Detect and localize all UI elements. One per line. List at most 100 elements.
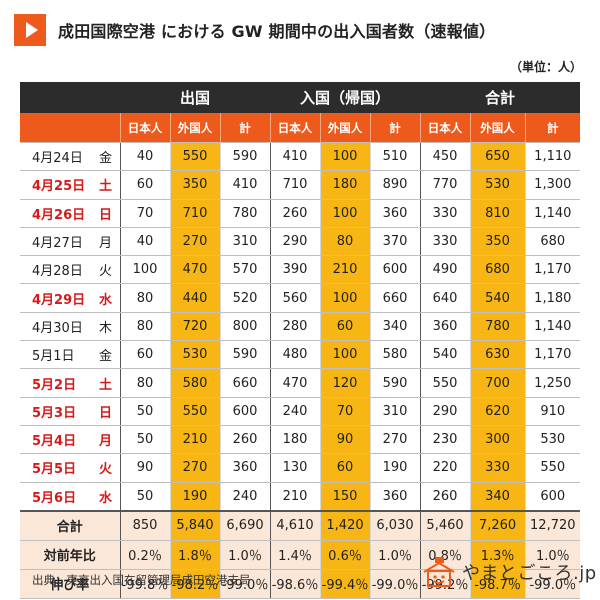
summary-value-cell: 5,460 bbox=[419, 509, 471, 541]
value-cell: 470 bbox=[169, 255, 220, 285]
value-cell: 910 bbox=[524, 397, 581, 426]
value-cell: 300 bbox=[469, 425, 526, 455]
value-cell: 330 bbox=[419, 199, 471, 228]
summary-value-cell: 0.6％ bbox=[319, 540, 371, 570]
value-cell: 90 bbox=[119, 453, 170, 483]
value-cell: 100 bbox=[319, 199, 371, 228]
value-cell: 340 bbox=[469, 482, 526, 512]
value-cell: 540 bbox=[419, 340, 471, 370]
summary-value-cell: 5,840 bbox=[169, 509, 220, 541]
value-cell: 70 bbox=[319, 397, 371, 426]
weekday-cell: 月 bbox=[95, 227, 120, 257]
value-cell: 80 bbox=[119, 283, 170, 313]
value-cell: 370 bbox=[369, 227, 421, 257]
value-cell: 90 bbox=[319, 425, 371, 455]
unit-label: （単位：人） bbox=[509, 60, 582, 74]
value-cell: 530 bbox=[469, 170, 526, 200]
value-cell: 180 bbox=[319, 170, 371, 200]
value-cell: 350 bbox=[169, 170, 220, 200]
value-cell: 530 bbox=[169, 340, 220, 370]
title-row: 成田国際空港 における GW 期間中の出入国者数（速報値） bbox=[14, 14, 495, 46]
sub-header-japanese: 日本人 bbox=[119, 113, 170, 143]
value-cell: 60 bbox=[119, 170, 170, 200]
table-row: 5月2日土 80 580 660 470 120 590 550 700 1,250 bbox=[20, 368, 581, 398]
value-cell: 550 bbox=[524, 453, 581, 483]
summary-value-cell: 1.0％ bbox=[369, 540, 421, 570]
date-cell: 5月6日 bbox=[20, 482, 95, 512]
value-cell: 390 bbox=[269, 255, 321, 285]
value-cell: 710 bbox=[269, 170, 321, 200]
value-cell: 360 bbox=[419, 312, 471, 342]
value-cell: 520 bbox=[219, 283, 271, 313]
value-cell: 470 bbox=[269, 368, 321, 398]
value-cell: 240 bbox=[219, 482, 271, 512]
summary-value-cell: 0.2％ bbox=[119, 540, 170, 570]
summary-value-cell: 1.0％ bbox=[524, 540, 581, 570]
table-row: 4月29日水 80 440 520 560 100 660 640 540 1,180 bbox=[20, 283, 581, 313]
summary-value-cell: -99.4％ bbox=[319, 569, 371, 599]
date-cell: 5月2日 bbox=[20, 368, 95, 398]
value-cell: 780 bbox=[469, 312, 526, 342]
weekday-cell: 水 bbox=[95, 482, 120, 512]
value-cell: 590 bbox=[219, 340, 271, 370]
group-header-row: 出国 入国（帰国） 合計 bbox=[20, 82, 581, 113]
date-cell: 4月24日 bbox=[20, 141, 95, 172]
value-cell: 130 bbox=[269, 453, 321, 483]
value-cell: 890 bbox=[369, 170, 421, 200]
value-cell: 290 bbox=[269, 227, 321, 257]
value-cell: 240 bbox=[269, 397, 321, 426]
value-cell: 40 bbox=[119, 227, 170, 257]
weekday-cell: 日 bbox=[95, 199, 120, 228]
summary-value-cell: -98.2％ bbox=[169, 569, 220, 599]
date-cell: 4月26日 bbox=[20, 199, 95, 228]
value-cell: 330 bbox=[419, 227, 471, 257]
value-cell: 620 bbox=[469, 397, 526, 426]
value-cell: 540 bbox=[469, 283, 526, 313]
group-header-arrivals: 入国（帰国） bbox=[270, 82, 421, 113]
table-row: 5月6日水 50 190 240 210 150 360 260 340 600 bbox=[20, 482, 581, 512]
logo-mark-icon bbox=[423, 557, 455, 587]
summary-value-cell: 1.8％ bbox=[169, 540, 220, 570]
date-cell: 5月5日 bbox=[20, 453, 95, 483]
source-note: 出典：東京出入国在留管理局成田空港支局 bbox=[32, 573, 251, 587]
summary-value-cell: 7,260 bbox=[469, 509, 526, 541]
value-cell: 100 bbox=[119, 255, 170, 285]
summary-row: 伸び率 -99.8％ -98.2％ -99.0％ -98.6％ -99.4％ -99.0％ -… bbox=[20, 569, 581, 599]
table-row: 5月5日火 90 270 360 130 60 190 220 330 550 bbox=[20, 453, 581, 483]
summary-value-cell: -98.7％ bbox=[469, 569, 526, 599]
value-cell: 480 bbox=[269, 340, 321, 370]
summary-value-cell: 6,690 bbox=[219, 509, 271, 541]
value-cell: 1,140 bbox=[524, 199, 581, 228]
value-cell: 260 bbox=[219, 425, 271, 455]
date-cell: 5月4日 bbox=[20, 425, 95, 455]
value-cell: 100 bbox=[319, 283, 371, 313]
summary-value-cell: 1.3％ bbox=[469, 540, 526, 570]
value-cell: 1,250 bbox=[524, 368, 581, 398]
value-cell: 600 bbox=[524, 482, 581, 512]
value-cell: 220 bbox=[419, 453, 471, 483]
value-cell: 310 bbox=[369, 397, 421, 426]
weekday-cell: 日 bbox=[95, 397, 120, 426]
value-cell: 530 bbox=[524, 425, 581, 455]
value-cell: 80 bbox=[119, 368, 170, 398]
summary-value-cell: 12,720 bbox=[524, 509, 581, 541]
value-cell: 550 bbox=[169, 141, 220, 172]
value-cell: 50 bbox=[119, 397, 170, 426]
value-cell: 630 bbox=[469, 340, 526, 370]
value-cell: 700 bbox=[469, 368, 526, 398]
weekday-cell: 水 bbox=[95, 283, 120, 313]
summary-value-cell: 0.8％ bbox=[419, 540, 471, 570]
date-cell: 4月27日 bbox=[20, 227, 95, 257]
value-cell: 710 bbox=[169, 199, 220, 228]
value-cell: 800 bbox=[219, 312, 271, 342]
value-cell: 660 bbox=[219, 368, 271, 398]
summary-value-cell: 850 bbox=[119, 509, 170, 541]
value-cell: 360 bbox=[219, 453, 271, 483]
value-cell: 1,180 bbox=[524, 283, 581, 313]
value-cell: 340 bbox=[369, 312, 421, 342]
value-cell: 600 bbox=[219, 397, 271, 426]
value-cell: 560 bbox=[269, 283, 321, 313]
table-row: 4月27日月 40 270 310 290 80 370 330 350 680 bbox=[20, 227, 581, 257]
summary-value-cell: 1.4％ bbox=[269, 540, 321, 570]
value-cell: 210 bbox=[269, 482, 321, 512]
